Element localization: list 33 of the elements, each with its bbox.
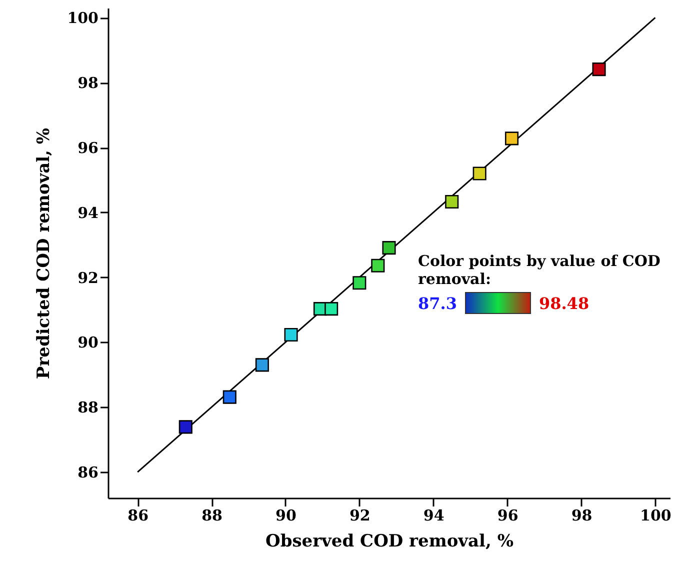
point bbox=[592, 62, 606, 76]
y-tick-label: 98 bbox=[78, 74, 98, 92]
point bbox=[222, 390, 236, 404]
y-axis-title: Predicted COD removal, % bbox=[34, 128, 54, 380]
x-tick-label: 88 bbox=[202, 506, 222, 524]
point bbox=[255, 358, 269, 372]
y-tick-label: 100 bbox=[67, 9, 98, 28]
y-tick-label: 92 bbox=[78, 268, 98, 287]
point bbox=[324, 302, 338, 316]
y-tick-label: 86 bbox=[78, 464, 98, 482]
x-tick-label: 100 bbox=[640, 506, 672, 524]
point bbox=[445, 194, 459, 208]
x-tick-label: 96 bbox=[497, 506, 518, 524]
point bbox=[371, 258, 385, 272]
y-tick-label: 94 bbox=[78, 204, 98, 222]
y-tick-label: 96 bbox=[78, 139, 98, 158]
annotation: Color points by value of COD removal: bbox=[418, 252, 662, 288]
x-axis-title: Observed COD removal, % bbox=[266, 532, 514, 552]
y-tick-label: 90 bbox=[78, 334, 98, 352]
point bbox=[284, 328, 298, 342]
y-tick-label: 88 bbox=[78, 398, 98, 417]
point bbox=[382, 241, 396, 255]
x-tick-label: 92 bbox=[349, 506, 370, 524]
x-tick-label: 90 bbox=[276, 506, 296, 524]
point bbox=[504, 132, 519, 146]
point bbox=[472, 166, 486, 180]
x-tick-label: 98 bbox=[571, 506, 592, 524]
point bbox=[352, 276, 366, 290]
x-tick-label: 86 bbox=[128, 506, 149, 524]
x-tick-label: 94 bbox=[423, 506, 444, 524]
annotation: 98.48 bbox=[538, 294, 590, 312]
annotation: 87.3 bbox=[418, 294, 457, 312]
point bbox=[178, 420, 192, 434]
